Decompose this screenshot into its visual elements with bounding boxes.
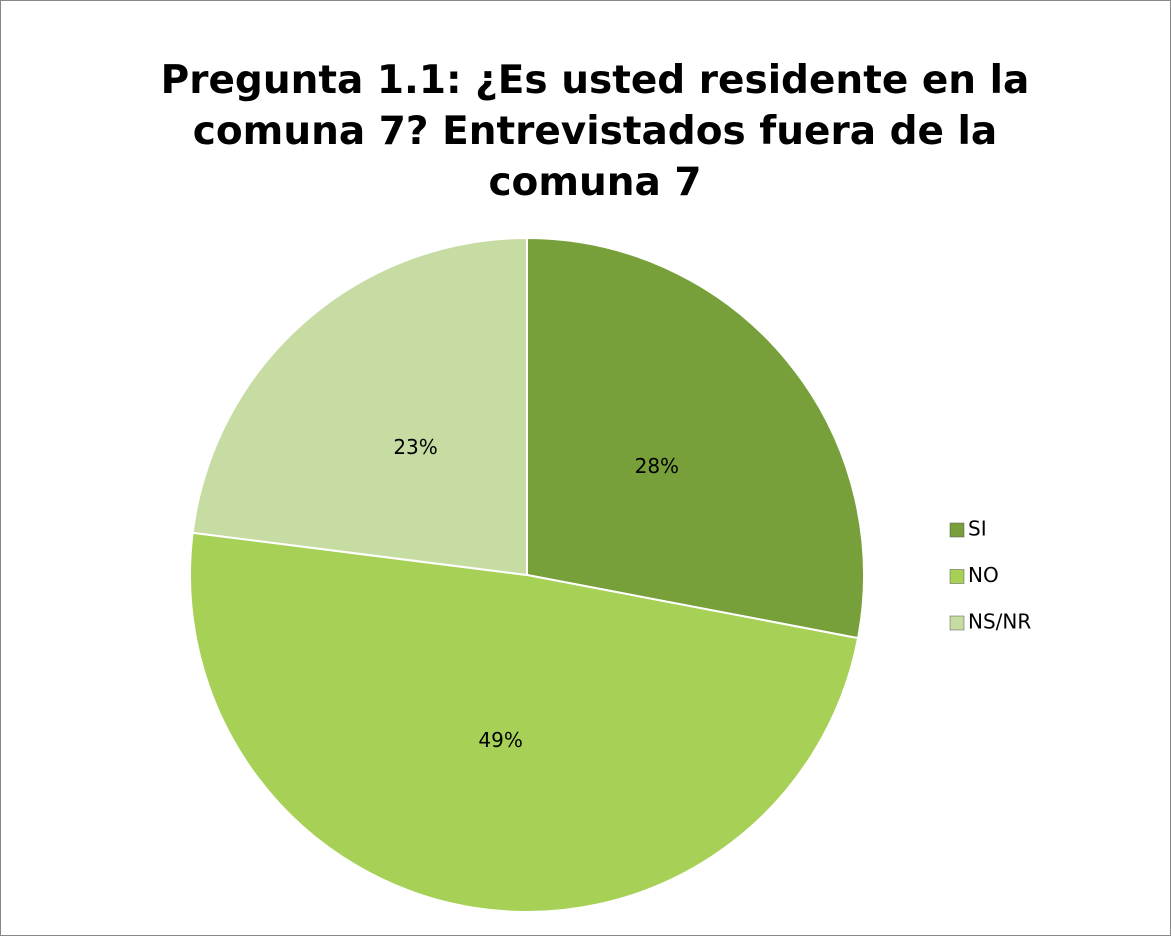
legend-label: NS/NR (968, 610, 1031, 634)
legend-swatch (949, 615, 965, 631)
pie-slice (191, 236, 528, 577)
pie-slice (189, 531, 860, 913)
chart-title: Pregunta 1.1: ¿Es usted residente en la … (160, 58, 1030, 205)
data-label: 28% (635, 454, 679, 478)
pie-slice (526, 236, 865, 640)
data-label: 49% (478, 728, 522, 752)
data-label: 23% (393, 435, 437, 459)
legend-label: SI (968, 517, 987, 541)
legend-swatch (949, 569, 965, 584)
legend-label: NO (968, 563, 999, 587)
legend-swatch (949, 522, 965, 538)
